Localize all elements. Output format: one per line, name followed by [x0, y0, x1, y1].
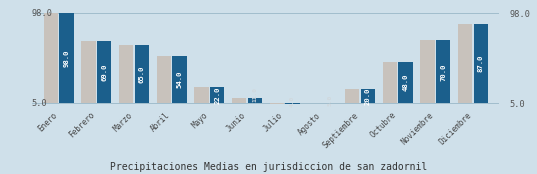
Bar: [119, 45, 133, 103]
Bar: [436, 40, 451, 103]
Text: 22.0: 22.0: [214, 86, 220, 104]
Text: 48.0: 48.0: [403, 74, 409, 91]
Bar: [81, 41, 96, 103]
Bar: [157, 56, 171, 103]
Bar: [270, 103, 284, 104]
Text: 87.0: 87.0: [478, 55, 484, 72]
Bar: [285, 103, 300, 104]
Text: 70.0: 70.0: [440, 63, 446, 81]
Bar: [172, 56, 187, 103]
Bar: [210, 87, 224, 103]
Text: 5.0: 5.0: [328, 95, 333, 106]
Bar: [458, 24, 472, 103]
Text: 54.0: 54.0: [177, 71, 183, 88]
Bar: [382, 62, 397, 103]
Bar: [135, 45, 149, 103]
Text: 5.0: 5.0: [32, 99, 47, 108]
Text: 65.0: 65.0: [139, 66, 145, 83]
Bar: [194, 87, 208, 103]
Text: Precipitaciones Medias en jurisdiccion de san zadornil: Precipitaciones Medias en jurisdiccion d…: [110, 162, 427, 172]
Bar: [60, 13, 74, 103]
Bar: [420, 40, 434, 103]
Bar: [232, 98, 246, 103]
Bar: [248, 98, 262, 103]
Bar: [97, 41, 111, 103]
Bar: [398, 62, 413, 103]
Text: 98.0: 98.0: [32, 9, 53, 18]
Bar: [43, 13, 58, 103]
Text: 98.0: 98.0: [63, 50, 69, 67]
Bar: [345, 89, 359, 103]
Bar: [361, 89, 375, 103]
Text: 69.0: 69.0: [101, 64, 107, 81]
Text: 11.0: 11.0: [252, 87, 257, 102]
Bar: [474, 24, 488, 103]
Text: 4.0: 4.0: [290, 96, 295, 107]
Text: 20.0: 20.0: [365, 87, 371, 105]
